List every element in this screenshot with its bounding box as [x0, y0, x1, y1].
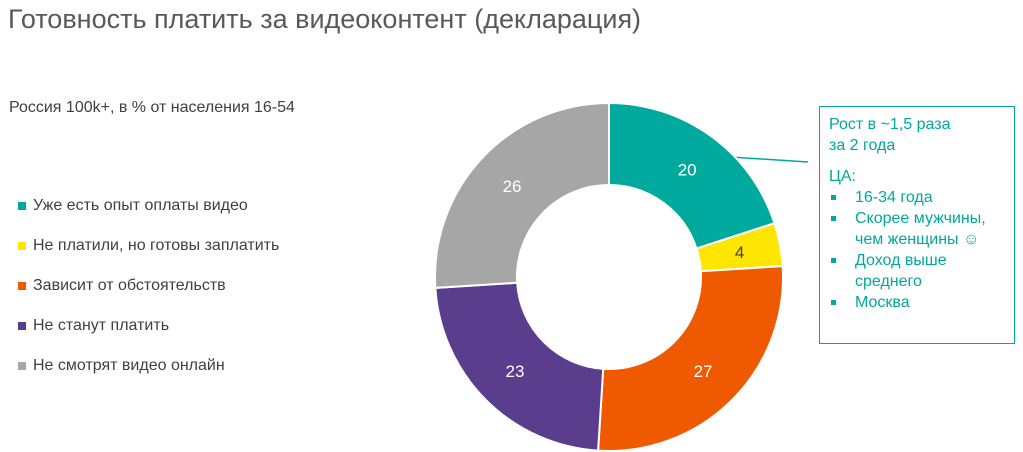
- chart-title: Готовность платить за видеоконтент (декл…: [8, 4, 642, 34]
- callout-list: 16-34 года Скорее мужчины, чем женщины ☺…: [829, 187, 1006, 313]
- legend-item-depends: Зависит от обстоятельств: [18, 266, 279, 306]
- legend-label: Не смотрят видео онлайн: [33, 357, 225, 374]
- donut-slice-depends: [597, 265, 784, 452]
- donut-slice-paid-experience: [608, 101, 776, 250]
- callout-ta-label: ЦА:: [829, 168, 856, 185]
- legend-swatch: [18, 282, 26, 290]
- callout-headline-1: Рост в ~1,5 раза: [829, 116, 951, 133]
- legend-swatch: [18, 322, 26, 330]
- data-label-wont-pay: 23: [505, 362, 524, 381]
- donut-slices: [434, 101, 784, 452]
- bullet-icon: [831, 216, 836, 221]
- legend-label: Не станут платить: [33, 317, 170, 334]
- chart-subtitle: Россия 100k+, в % от населения 16-54: [9, 99, 295, 116]
- donut-slice-wont-pay: [434, 281, 605, 452]
- callout-list-item: Доход выше среднего: [829, 250, 1006, 292]
- legend-item-wont-pay: Не станут платить: [18, 306, 279, 346]
- donut-slice-dont-watch: [434, 101, 610, 289]
- data-label-dont-watch: 26: [503, 177, 522, 196]
- legend-item-paid-experience: Уже есть опыт оплаты видео: [18, 186, 279, 226]
- bullet-icon: [831, 195, 836, 200]
- legend-item-dont-watch: Не смотрят видео онлайн: [18, 346, 279, 386]
- bullet-icon: [831, 258, 836, 263]
- legend-swatch: [18, 362, 26, 370]
- chart-legend: Уже есть опыт оплаты видео Не платили, н…: [18, 186, 279, 386]
- data-label-ready-to-pay: 4: [735, 243, 744, 262]
- callout-headline-2: за 2 года: [829, 137, 896, 154]
- callout-list-item: Москва: [829, 292, 1006, 313]
- data-label-depends: 27: [694, 362, 713, 381]
- bullet-icon: [831, 300, 836, 305]
- legend-swatch: [18, 202, 26, 210]
- data-label-paid-experience: 20: [678, 160, 697, 179]
- callout-list-item: Скорее мужчины, чем женщины ☺: [829, 208, 1006, 250]
- legend-item-ready-to-pay: Не платили, но готовы заплатить: [18, 226, 279, 266]
- callout-box: Рост в ~1,5 раза за 2 года ЦА: 16-34 год…: [819, 106, 1015, 344]
- legend-label: Уже есть опыт оплаты видео: [33, 197, 248, 214]
- legend-label: Не платили, но готовы заплатить: [33, 237, 280, 254]
- callout-list-item: 16-34 года: [829, 187, 1006, 208]
- legend-swatch: [18, 242, 26, 250]
- legend-label: Зависит от обстоятельств: [33, 277, 226, 294]
- donut-data-labels: 20 4 27 23 26: [503, 160, 745, 381]
